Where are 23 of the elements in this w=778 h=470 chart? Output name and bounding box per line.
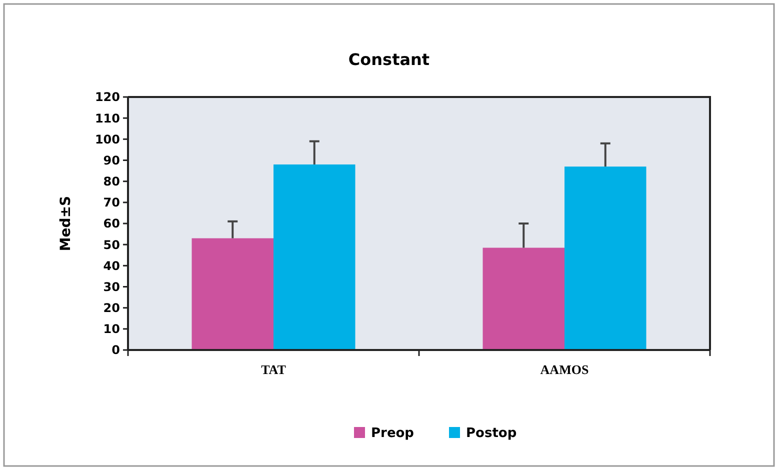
y-tick-label: 80 <box>103 174 120 189</box>
y-tick-label: 90 <box>103 153 120 168</box>
bar <box>482 248 564 350</box>
y-tick-label: 40 <box>103 258 120 273</box>
bar <box>274 164 356 350</box>
bar <box>192 238 274 350</box>
y-tick-label: 110 <box>94 111 120 126</box>
x-tick-label: AAMOS <box>540 362 589 377</box>
y-tick-label: 70 <box>103 196 120 210</box>
y-tick-label: 120 <box>94 90 120 104</box>
y-tick-label: 10 <box>103 322 120 336</box>
y-tick-label: 0 <box>112 343 120 358</box>
legend-label: Postop <box>466 426 517 441</box>
y-tick-label: 60 <box>103 216 120 231</box>
y-tick-label: 100 <box>94 132 120 146</box>
x-tick-label: TAT <box>261 362 286 377</box>
y-tick-label: 50 <box>103 238 120 252</box>
bar <box>564 166 646 350</box>
chart-title: Constant <box>348 50 430 69</box>
y-tick-label: 30 <box>103 280 120 294</box>
legend-label: Preop <box>371 426 414 441</box>
y-tick-label: 20 <box>103 301 120 316</box>
y-axis-title: Med±S <box>58 196 74 252</box>
